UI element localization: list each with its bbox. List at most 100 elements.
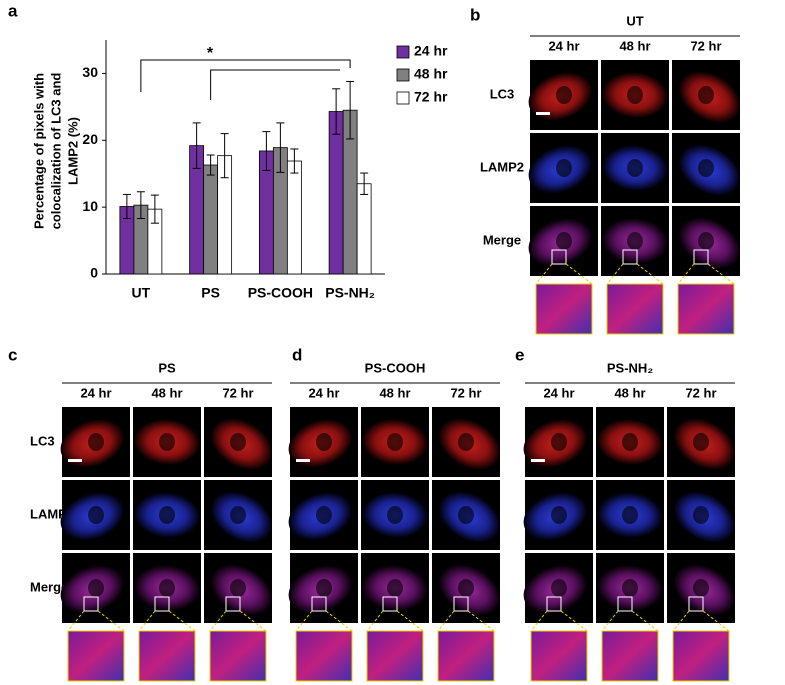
zoom-inset: [138, 630, 196, 682]
error-bar: [122, 193, 131, 220]
time-label: 48 hr: [614, 385, 645, 400]
nucleus: [230, 579, 246, 597]
zoom-box: [225, 596, 241, 612]
zoom-inset: [295, 630, 353, 682]
nucleus: [622, 579, 638, 597]
panel-title: UT: [626, 13, 643, 28]
error-bar: [360, 172, 369, 195]
x-tick-label: UT: [132, 285, 151, 301]
nucleus: [387, 433, 403, 451]
nucleus: [387, 506, 403, 524]
zoom-inset: [606, 283, 664, 335]
nucleus: [458, 579, 474, 597]
significance-bracket: [140, 59, 351, 92]
nucleus: [698, 232, 714, 250]
legend-swatch: [396, 45, 410, 59]
nucleus: [551, 579, 567, 597]
error-bar: [276, 122, 285, 173]
zoom-guide: [672, 610, 730, 632]
zoom-inset: [672, 630, 730, 682]
time-label: 24 hr: [308, 385, 339, 400]
error-bar: [220, 133, 229, 179]
zoom-box: [311, 596, 327, 612]
scale-bar: [531, 459, 545, 462]
nucleus: [627, 232, 643, 250]
zoom-inset: [677, 283, 735, 335]
legend-swatch: [396, 91, 410, 105]
nucleus: [627, 86, 643, 104]
significance-bracket: [210, 69, 341, 100]
row-label: LC3: [30, 433, 55, 448]
time-label: 48 hr: [151, 385, 182, 400]
legend-label: 72 hr: [414, 89, 448, 105]
annotation: *: [207, 45, 214, 62]
zoom-box: [83, 596, 99, 612]
zoom-guide: [530, 610, 588, 632]
nucleus: [556, 159, 572, 177]
nucleus: [458, 506, 474, 524]
nucleus: [230, 506, 246, 524]
zoom-inset: [366, 630, 424, 682]
nucleus: [230, 433, 246, 451]
zoom-guide: [295, 610, 353, 632]
panel-label: b: [470, 5, 480, 24]
y-tick-label: 20: [82, 131, 98, 147]
time-label: 72 hr: [450, 385, 481, 400]
zoom-box: [546, 596, 562, 612]
zoom-inset: [601, 630, 659, 682]
zoom-box: [154, 596, 170, 612]
x-tick-label: PS-COOH: [248, 285, 313, 301]
zoom-guide: [209, 610, 267, 632]
nucleus: [622, 506, 638, 524]
time-label: 48 hr: [379, 385, 410, 400]
bar: [356, 183, 372, 275]
scale-bar: [296, 459, 310, 462]
nucleus: [159, 579, 175, 597]
panel-label: a: [8, 1, 18, 20]
row-label: Merge: [30, 579, 68, 594]
zoom-inset: [535, 283, 593, 335]
error-bar: [192, 122, 201, 169]
nucleus: [316, 433, 332, 451]
zoom-guide: [366, 610, 424, 632]
bar: [286, 160, 302, 275]
y-tick-label: 0: [90, 265, 98, 281]
nucleus: [387, 579, 403, 597]
zoom-box: [622, 249, 638, 265]
nucleus: [693, 506, 709, 524]
time-label: 72 hr: [222, 385, 253, 400]
x-tick-label: PS-NH₂: [325, 285, 375, 301]
nucleus: [698, 159, 714, 177]
nucleus: [316, 579, 332, 597]
bar: [328, 111, 344, 275]
error-bar: [262, 131, 271, 171]
panel-label: c: [8, 345, 17, 364]
y-tick-label: 10: [82, 198, 98, 214]
y-axis-label: LAMP2 (%): [65, 117, 80, 185]
y-tick-label: 30: [82, 64, 98, 80]
zoom-box: [551, 249, 567, 265]
zoom-box: [453, 596, 469, 612]
error-bar: [332, 88, 341, 135]
nucleus: [316, 506, 332, 524]
error-bar: [206, 154, 215, 176]
row-label: LC3: [490, 86, 515, 101]
time-label: 48 hr: [619, 38, 650, 53]
panel-label: e: [515, 345, 524, 364]
legend-label: 48 hr: [414, 66, 448, 82]
zoom-guide: [138, 610, 196, 632]
error-bar: [290, 148, 299, 174]
panel-label: d: [292, 345, 302, 364]
nucleus: [88, 433, 104, 451]
y-axis-label: colocalization of LC3 and: [48, 73, 63, 230]
zoom-inset: [209, 630, 267, 682]
time-label: 24 hr: [548, 38, 579, 53]
panel-title: PS-COOH: [365, 360, 426, 375]
nucleus: [698, 86, 714, 104]
nucleus: [627, 159, 643, 177]
zoom-guide: [67, 610, 125, 632]
legend-label: 24 hr: [414, 43, 448, 59]
time-label: 24 hr: [543, 385, 574, 400]
panel-title: PS: [158, 360, 176, 375]
scale-bar: [68, 459, 82, 462]
